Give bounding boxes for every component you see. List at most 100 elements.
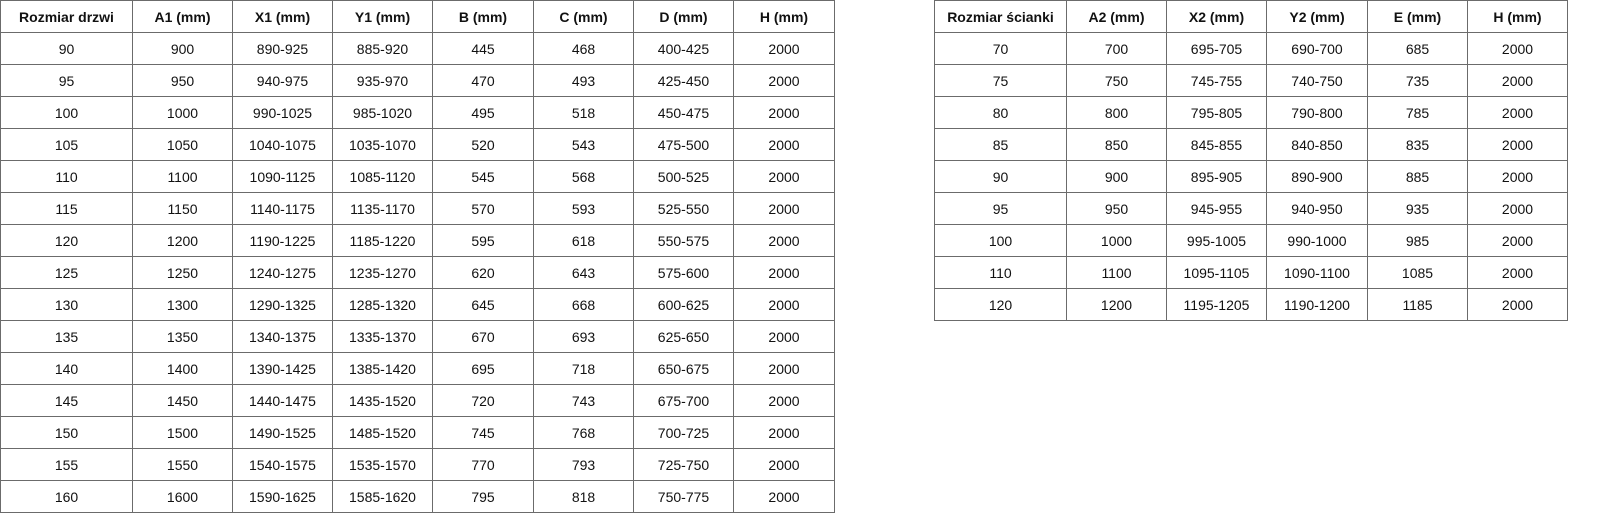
- table-row: 120 1200 1195-1205 1190-1200 1185 2000: [934, 288, 1568, 321]
- table-cell: 1400: [132, 352, 233, 385]
- door-size-table: Rozmiar drzwi A1 (mm) X1 (mm) Y1 (mm) B (mm)…: [0, 0, 835, 513]
- table-cell: 985-1020: [332, 96, 433, 129]
- table-cell: 685: [1367, 32, 1468, 65]
- table-cell: 475-500: [633, 128, 734, 161]
- table-cell: 400-425: [633, 32, 734, 65]
- table-row: 135 1350 1340-1375 1335-1370 670 693 625-650 20…: [0, 320, 835, 353]
- table-cell: 1095-1105: [1166, 256, 1267, 289]
- table-cell: 120: [0, 224, 133, 257]
- table-cell: 750-775: [633, 480, 734, 513]
- table-cell: 500-525: [633, 160, 734, 193]
- table-cell: 900: [1066, 160, 1167, 193]
- table-cell: 650-675: [633, 352, 734, 385]
- table-cell: 445: [432, 32, 534, 65]
- table-row: 150 1500 1490-1525 1485-1520 745 768 700-725 20…: [0, 416, 835, 449]
- table-cell: 568: [533, 160, 634, 193]
- table-cell: 1485-1520: [332, 416, 433, 449]
- header-row: Rozmiar ścianki A2 (mm) X2 (mm) Y2 (mm) E (m…: [934, 0, 1568, 33]
- table-cell: 725-750: [633, 448, 734, 481]
- table-cell: 850: [1066, 128, 1167, 161]
- table-cell: 700-725: [633, 416, 734, 449]
- table-cell: 718: [533, 352, 634, 385]
- table-cell: 1290-1325: [232, 288, 333, 321]
- table-cell: 1240-1275: [232, 256, 333, 289]
- table-cell: 2000: [733, 96, 835, 129]
- column-header: Rozmiar ścianki: [934, 0, 1067, 33]
- table-row: 105 1050 1040-1075 1035-1070 520 543 475-500 20…: [0, 128, 835, 161]
- table-cell: 2000: [733, 448, 835, 481]
- table-cell: 2000: [733, 192, 835, 225]
- table-cell: 525-550: [633, 192, 734, 225]
- table-cell: 1190-1200: [1266, 288, 1368, 321]
- table-cell: 1300: [132, 288, 233, 321]
- table-cell: 468: [533, 32, 634, 65]
- table-cell: 1335-1370: [332, 320, 433, 353]
- table-row: 125 1250 1240-1275 1235-1270 620 643 575-600 20…: [0, 256, 835, 289]
- table-cell: 1390-1425: [232, 352, 333, 385]
- table-cell: 620: [432, 256, 534, 289]
- table-cell: 495: [432, 96, 534, 129]
- table-cell: 100: [0, 96, 133, 129]
- table-cell: 1085-1120: [332, 160, 433, 193]
- table-cell: 790-800: [1266, 96, 1368, 129]
- table-cell: 735: [1367, 64, 1468, 97]
- table-cell: 768: [533, 416, 634, 449]
- table-cell: 90: [934, 160, 1067, 193]
- table-cell: 543: [533, 128, 634, 161]
- table-cell: 2000: [733, 160, 835, 193]
- table-cell: 2000: [733, 32, 835, 65]
- table-cell: 950: [1066, 192, 1167, 225]
- table-row: 95 950 945-955 940-950 935 2000: [934, 192, 1568, 225]
- table-cell: 1140-1175: [232, 192, 333, 225]
- table-cell: 95: [0, 64, 133, 97]
- table-cell: 2000: [1467, 224, 1568, 257]
- table-cell: 1085: [1367, 256, 1468, 289]
- table-cell: 740-750: [1266, 64, 1368, 97]
- table-cell: 1150: [132, 192, 233, 225]
- column-header: H (mm): [733, 0, 835, 33]
- table-cell: 2000: [1467, 96, 1568, 129]
- table-cell: 1590-1625: [232, 480, 333, 513]
- table-cell: 1350: [132, 320, 233, 353]
- table-cell: 840-850: [1266, 128, 1368, 161]
- table-cell: 785: [1367, 96, 1468, 129]
- table-cell: 2000: [1467, 192, 1568, 225]
- table-cell: 1250: [132, 256, 233, 289]
- table-cell: 900: [132, 32, 233, 65]
- column-header: A1 (mm): [132, 0, 233, 33]
- table-cell: 1500: [132, 416, 233, 449]
- table-cell: 770: [432, 448, 534, 481]
- table-cell: 1585-1620: [332, 480, 433, 513]
- table-cell: 625-650: [633, 320, 734, 353]
- table-cell: 2000: [1467, 128, 1568, 161]
- table-cell: 845-855: [1166, 128, 1267, 161]
- table-cell: 700: [1066, 32, 1167, 65]
- table-cell: 1100: [132, 160, 233, 193]
- table-row: 145 1450 1440-1475 1435-1520 720 743 675-700 20…: [0, 384, 835, 417]
- table-cell: 115: [0, 192, 133, 225]
- table-row: 100 1000 995-1005 990-1000 985 2000: [934, 224, 1568, 257]
- column-header: A2 (mm): [1066, 0, 1167, 33]
- table-cell: 818: [533, 480, 634, 513]
- table-row: 95 950 940-975 935-970 470 493 425-450 2000: [0, 64, 835, 97]
- table-cell: 2000: [733, 352, 835, 385]
- table-cell: 1600: [132, 480, 233, 513]
- table-cell: 695-705: [1166, 32, 1267, 65]
- table-cell: 160: [0, 480, 133, 513]
- table-cell: 1135-1170: [332, 192, 433, 225]
- table-cell: 2000: [733, 256, 835, 289]
- table-cell: 643: [533, 256, 634, 289]
- table-cell: 2000: [733, 320, 835, 353]
- table-cell: 885: [1367, 160, 1468, 193]
- table-cell: 1100: [1066, 256, 1167, 289]
- table-cell: 105: [0, 128, 133, 161]
- table-cell: 1035-1070: [332, 128, 433, 161]
- table-cell: 1000: [132, 96, 233, 129]
- table-row: 130 1300 1290-1325 1285-1320 645 668 600-625 20…: [0, 288, 835, 321]
- table-cell: 2000: [733, 224, 835, 257]
- column-header: X1 (mm): [232, 0, 333, 33]
- table-cell: 1490-1525: [232, 416, 333, 449]
- table-cell: 95: [934, 192, 1067, 225]
- column-header: Y2 (mm): [1266, 0, 1368, 33]
- table-cell: 1235-1270: [332, 256, 433, 289]
